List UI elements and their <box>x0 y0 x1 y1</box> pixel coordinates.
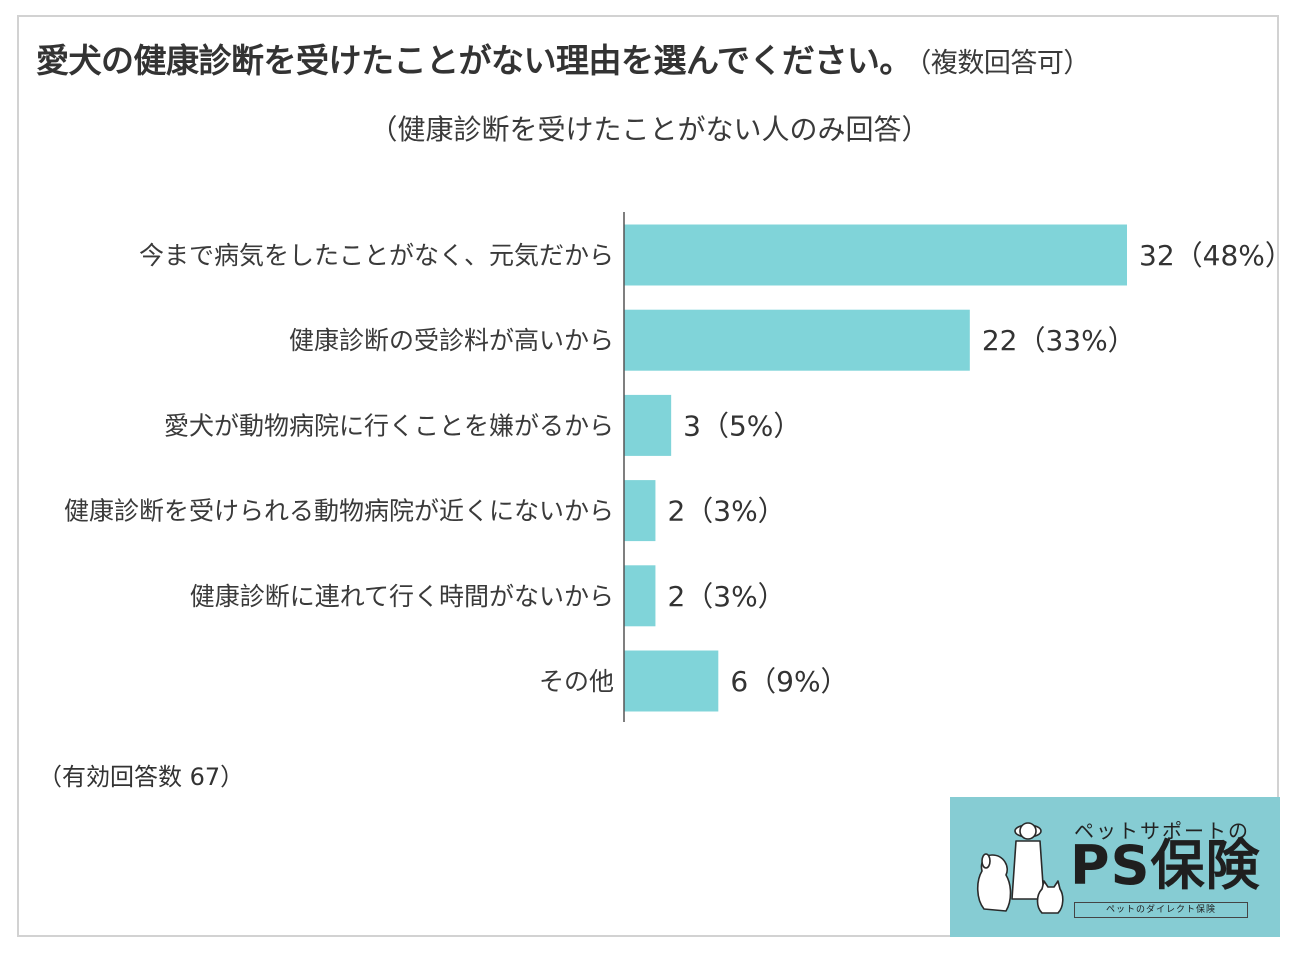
chart-title-main: 愛犬の健康診断を受けたことがない理由を選んでください。 <box>36 41 912 80</box>
chart-subtitle: （健康診断を受けたことがない人のみ回答） <box>369 113 930 146</box>
data-label: 6（9%） <box>730 665 848 698</box>
logo-main-text: PS保険 <box>1070 834 1261 897</box>
bar <box>624 565 656 627</box>
category-label: 健康診断に連れて行く時間がないから <box>190 582 614 611</box>
bar <box>624 394 672 456</box>
category-label: 今まで病気をしたことがなく、元気だから <box>139 241 614 270</box>
data-label: 22（33%） <box>982 324 1136 357</box>
category-label: 健康診断を受けられる動物病院が近くにないから <box>64 497 614 526</box>
bar <box>624 650 719 712</box>
data-label: 2（3%） <box>667 580 785 613</box>
data-label: 2（3%） <box>667 495 785 528</box>
chart-frame <box>17 15 1279 937</box>
bar <box>624 224 1127 286</box>
category-label: その他 <box>539 667 614 696</box>
category-label: 健康診断の受診料が高いから <box>289 326 614 355</box>
bar <box>624 309 970 371</box>
bar <box>624 480 656 542</box>
data-label: 3（5%） <box>683 409 801 442</box>
response-count-note: （有効回答数 67） <box>38 763 245 791</box>
pet-owner-illustration-icon <box>976 822 1064 914</box>
chart-title-note: （複数回答可） <box>917 48 1091 79</box>
data-label: 32（48%） <box>1139 239 1293 272</box>
chart-title: 愛犬の健康診断を受けたことがない理由を選んでください。 （複数回答可） <box>36 34 1266 82</box>
ps-hoken-logo: ペットサポートの PS保険 ペットのダイレクト保険 <box>950 797 1280 937</box>
logo-sub-text: ペットのダイレクト保険 <box>1074 902 1248 918</box>
logo-top-text: ペットサポートの <box>1074 819 1250 843</box>
category-label: 愛犬が動物病院に行くことを嫌がるから <box>164 411 614 440</box>
